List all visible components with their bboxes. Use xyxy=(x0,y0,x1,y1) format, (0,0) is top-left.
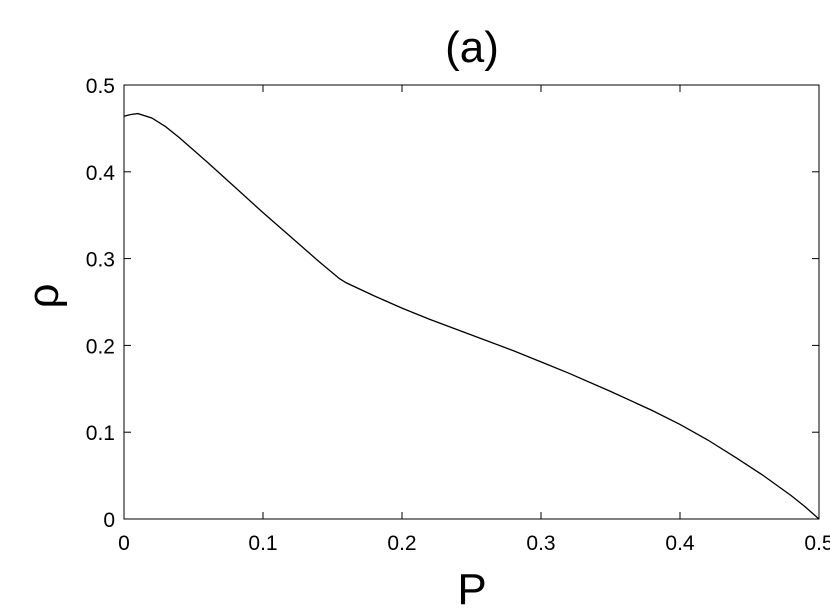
y-tick-label: 0.5 xyxy=(86,75,115,98)
axis-ticks xyxy=(123,84,820,520)
y-tick-label: 0.2 xyxy=(86,335,115,358)
x-tick-label: 0.2 xyxy=(387,532,416,555)
x-tick-label: 0 xyxy=(118,532,130,555)
x-tick-label: 0.1 xyxy=(248,532,277,555)
chart-title: (a) xyxy=(445,23,499,72)
y-tick-label: 0 xyxy=(103,509,115,532)
y-tick-label: 0.1 xyxy=(86,422,115,445)
axis-tick-labels: 0 0.1 0.2 0.3 0.4 0.5 0 0.1 0.2 0.3 0.4 0.5 xyxy=(86,75,830,555)
series-line xyxy=(123,112,820,520)
plot-area-frame xyxy=(123,84,820,520)
x-tick-label: 0.3 xyxy=(526,532,555,555)
x-tick-label: 0.5 xyxy=(804,532,830,555)
y-axis-label: ρ xyxy=(19,283,68,308)
x-axis-label: P xyxy=(457,565,486,614)
y-tick-label: 0.4 xyxy=(86,162,116,185)
x-tick-label: 0.4 xyxy=(665,532,695,555)
y-tick-label: 0.3 xyxy=(86,249,115,272)
